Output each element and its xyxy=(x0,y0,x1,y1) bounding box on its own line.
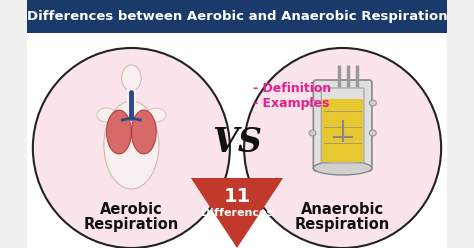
Ellipse shape xyxy=(131,110,156,154)
FancyBboxPatch shape xyxy=(313,80,372,171)
Ellipse shape xyxy=(369,100,376,106)
Ellipse shape xyxy=(33,48,230,248)
Ellipse shape xyxy=(107,110,131,154)
Text: Respiration: Respiration xyxy=(295,217,390,233)
Bar xyxy=(127,89,136,107)
Ellipse shape xyxy=(146,108,166,122)
Text: 11: 11 xyxy=(223,186,251,206)
Text: Differences between Aerobic and Anaerobic Respiration: Differences between Aerobic and Anaerobi… xyxy=(27,10,447,23)
Bar xyxy=(27,0,447,33)
Ellipse shape xyxy=(244,48,441,248)
Text: Respiration: Respiration xyxy=(84,217,179,233)
Text: Aerobic: Aerobic xyxy=(100,203,163,217)
Ellipse shape xyxy=(313,161,372,175)
Ellipse shape xyxy=(309,100,316,106)
Ellipse shape xyxy=(369,130,376,136)
FancyBboxPatch shape xyxy=(322,99,363,162)
Ellipse shape xyxy=(104,101,159,189)
Text: Anaerobic: Anaerobic xyxy=(301,203,384,217)
Ellipse shape xyxy=(309,130,316,136)
Text: VS: VS xyxy=(212,126,262,159)
Bar xyxy=(27,33,447,248)
Ellipse shape xyxy=(122,65,141,91)
Text: Differences: Differences xyxy=(201,208,273,218)
Ellipse shape xyxy=(97,108,116,122)
Text: - Examples: - Examples xyxy=(253,96,329,110)
Polygon shape xyxy=(191,178,283,248)
Text: - Definition: - Definition xyxy=(253,82,331,94)
